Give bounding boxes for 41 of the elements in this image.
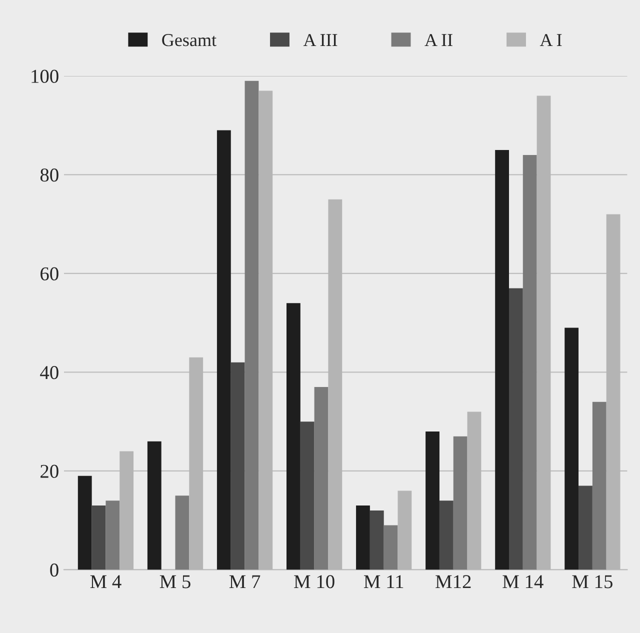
bar (426, 431, 440, 570)
bar (592, 402, 606, 570)
bar (78, 476, 92, 570)
x-tick-label: M 7 (229, 575, 260, 588)
bar (314, 387, 328, 570)
y-tick-label: 80 (40, 168, 58, 182)
bar (92, 506, 106, 570)
bar (453, 436, 468, 570)
y-tick-label: 100 (32, 70, 58, 83)
legend-label: A II (424, 34, 452, 46)
x-tick-label: M 14 (502, 575, 544, 588)
bar (384, 525, 398, 570)
x-tick-label: M 4 (90, 575, 122, 588)
x-tick-label: M 15 (572, 575, 612, 588)
legend-label: Gesamt (162, 34, 216, 46)
y-tick-label: 40 (40, 366, 58, 380)
x-tick-label: M 5 (160, 575, 190, 588)
bar (230, 362, 245, 570)
bar (564, 328, 579, 570)
bar (370, 510, 384, 570)
x-tick-label: M 10 (294, 575, 334, 588)
bar (495, 150, 509, 570)
legend-label: A I (540, 34, 562, 46)
bar (244, 80, 259, 570)
bar (578, 486, 592, 570)
bar (522, 154, 537, 570)
bar (216, 130, 231, 570)
bar (147, 441, 162, 570)
bar (300, 422, 314, 570)
x-tick-label: M 11 (364, 575, 404, 588)
y-tick-label: 60 (40, 267, 58, 280)
y-tick-label: 20 (40, 464, 58, 478)
bar (106, 500, 120, 570)
bar (439, 500, 454, 570)
bar (175, 496, 190, 570)
bar (509, 288, 523, 570)
bar (286, 303, 300, 570)
x-tick-label: M12 (436, 575, 471, 588)
bar (356, 506, 370, 570)
y-tick-label: 0 (50, 564, 58, 577)
legend-label: A III (303, 34, 338, 46)
